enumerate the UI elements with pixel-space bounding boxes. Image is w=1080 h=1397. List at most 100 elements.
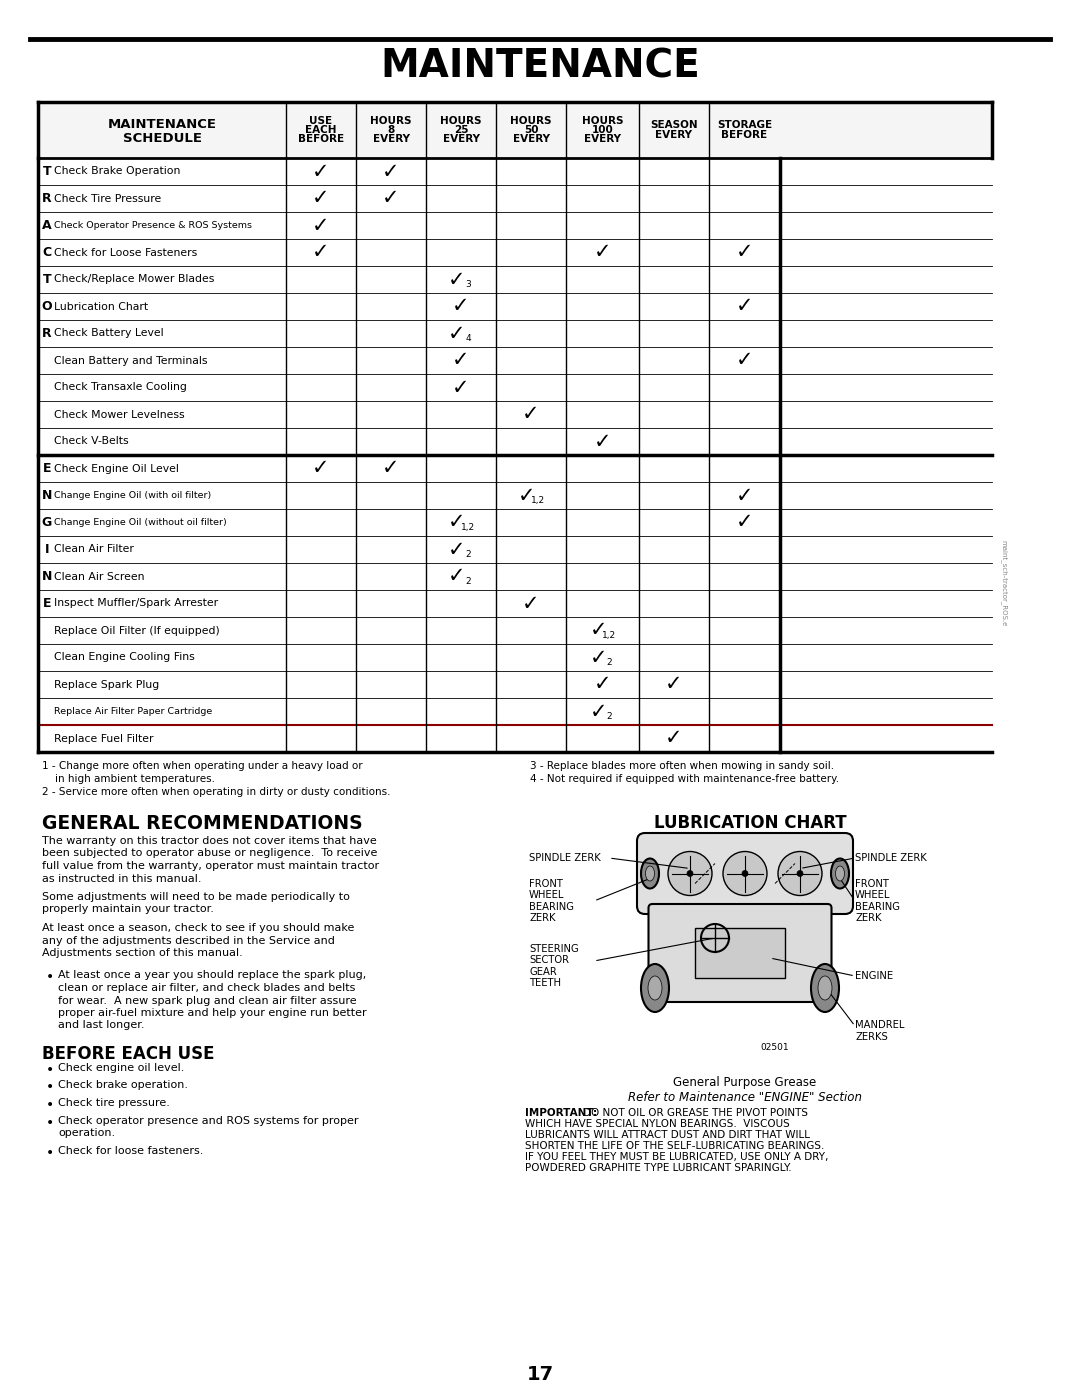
Text: SPINDLE ZERK: SPINDLE ZERK	[529, 854, 600, 863]
Text: A: A	[42, 219, 52, 232]
Text: 8: 8	[388, 124, 394, 136]
Text: maint_sch-tractor_ROS.e: maint_sch-tractor_ROS.e	[1000, 541, 1007, 627]
Ellipse shape	[811, 964, 839, 1011]
Text: O: O	[42, 300, 52, 313]
Text: MAINTENANCE: MAINTENANCE	[108, 117, 216, 130]
Circle shape	[669, 852, 712, 895]
Text: C: C	[42, 246, 52, 258]
Text: G: G	[42, 515, 52, 529]
Text: any of the adjustments described in the Service and: any of the adjustments described in the …	[42, 936, 335, 946]
Circle shape	[687, 870, 693, 876]
Text: E: E	[43, 462, 51, 475]
Text: SEASON: SEASON	[650, 120, 698, 130]
Text: ✓: ✓	[448, 324, 465, 344]
Text: 1,2: 1,2	[531, 496, 545, 504]
Ellipse shape	[642, 859, 659, 888]
Text: ✓: ✓	[453, 296, 470, 317]
Text: ✓: ✓	[448, 513, 465, 532]
Text: ✓: ✓	[312, 162, 329, 182]
Text: been subjected to operator abuse or negligence.  To receive: been subjected to operator abuse or negl…	[42, 848, 377, 859]
Text: ✓: ✓	[312, 458, 329, 479]
Text: ✓: ✓	[453, 351, 470, 370]
Text: Lubrication Chart: Lubrication Chart	[54, 302, 148, 312]
Text: SCHEDULE: SCHEDULE	[122, 131, 202, 144]
Text: Some adjustments will need to be made periodically to: Some adjustments will need to be made pe…	[42, 893, 350, 902]
FancyBboxPatch shape	[648, 904, 832, 1002]
Text: HOURS: HOURS	[582, 116, 623, 126]
Text: ✓: ✓	[590, 620, 607, 640]
Text: 100: 100	[592, 124, 613, 136]
Text: FRONT
WHEEL
BEARING
ZERK: FRONT WHEEL BEARING ZERK	[529, 879, 573, 923]
Text: Check brake operation.: Check brake operation.	[58, 1080, 188, 1091]
Text: SHORTEN THE LIFE OF THE SELF-LUBRICATING BEARINGS.: SHORTEN THE LIFE OF THE SELF-LUBRICATING…	[525, 1141, 824, 1151]
Text: BEFORE: BEFORE	[721, 130, 768, 140]
Text: HOURS: HOURS	[510, 116, 552, 126]
Text: EVERY: EVERY	[513, 134, 550, 144]
Text: EVERY: EVERY	[656, 130, 692, 140]
Text: Check Brake Operation: Check Brake Operation	[54, 166, 180, 176]
Text: Change Engine Oil (without oil filter): Change Engine Oil (without oil filter)	[54, 518, 227, 527]
Text: •: •	[46, 971, 54, 985]
Text: ✓: ✓	[735, 296, 753, 317]
Text: ✓: ✓	[448, 567, 465, 587]
Text: ✓: ✓	[382, 189, 400, 208]
Text: BEFORE: BEFORE	[298, 134, 345, 144]
Text: At least once a season, check to see if you should make: At least once a season, check to see if …	[42, 923, 354, 933]
Text: Replace Spark Plug: Replace Spark Plug	[54, 679, 159, 690]
Text: WHICH HAVE SPECIAL NYLON BEARINGS.  VISCOUS: WHICH HAVE SPECIAL NYLON BEARINGS. VISCO…	[525, 1119, 789, 1129]
Text: ✓: ✓	[523, 405, 540, 425]
Text: 02501: 02501	[760, 1044, 789, 1052]
Text: ✓: ✓	[590, 647, 607, 668]
Text: 3 - Replace blades more often when mowing in sandy soil.: 3 - Replace blades more often when mowin…	[530, 761, 834, 771]
Text: clean or replace air filter, and check blades and belts: clean or replace air filter, and check b…	[58, 983, 355, 993]
Text: DO NOT OIL OR GREASE THE PIVOT POINTS: DO NOT OIL OR GREASE THE PIVOT POINTS	[583, 1108, 808, 1118]
Text: MAINTENANCE: MAINTENANCE	[380, 47, 700, 87]
Text: Replace Fuel Filter: Replace Fuel Filter	[54, 733, 153, 743]
Text: R: R	[42, 191, 52, 205]
Text: ✓: ✓	[735, 351, 753, 370]
Text: 2: 2	[607, 658, 612, 666]
Text: Check tire pressure.: Check tire pressure.	[58, 1098, 170, 1108]
Text: Check Mower Levelness: Check Mower Levelness	[54, 409, 185, 419]
Text: Replace Oil Filter (If equipped): Replace Oil Filter (If equipped)	[54, 626, 219, 636]
Text: ✓: ✓	[448, 539, 465, 560]
Text: ✓: ✓	[518, 486, 536, 506]
Text: proper air-fuel mixture and help your engine run better: proper air-fuel mixture and help your en…	[58, 1009, 366, 1018]
Circle shape	[723, 852, 767, 895]
Text: EVERY: EVERY	[373, 134, 409, 144]
Text: STEERING
SECTOR
GEAR
TEETH: STEERING SECTOR GEAR TEETH	[529, 943, 579, 989]
Text: ✓: ✓	[665, 728, 683, 749]
Text: Check/Replace Mower Blades: Check/Replace Mower Blades	[54, 274, 214, 285]
Text: T: T	[43, 165, 52, 177]
Text: Clean Engine Cooling Fins: Clean Engine Cooling Fins	[54, 652, 194, 662]
Text: 2 - Service more often when operating in dirty or dusty conditions.: 2 - Service more often when operating in…	[42, 787, 391, 798]
Text: •: •	[46, 1080, 54, 1094]
Text: EACH: EACH	[306, 124, 337, 136]
Text: POWDERED GRAPHITE TYPE LUBRICANT SPARINGLY.: POWDERED GRAPHITE TYPE LUBRICANT SPARING…	[525, 1162, 792, 1173]
Text: 4 - Not required if equipped with maintenance-free battery.: 4 - Not required if equipped with mainte…	[530, 774, 839, 784]
Text: ✓: ✓	[312, 243, 329, 263]
Text: ✓: ✓	[594, 432, 611, 451]
Text: and last longer.: and last longer.	[58, 1020, 145, 1031]
Ellipse shape	[648, 977, 662, 1000]
Text: 2: 2	[607, 712, 612, 721]
Text: ✓: ✓	[382, 162, 400, 182]
Text: •: •	[46, 1115, 54, 1130]
Text: ✓: ✓	[735, 513, 753, 532]
Text: N: N	[42, 489, 52, 502]
Text: ✓: ✓	[735, 243, 753, 263]
Text: 2: 2	[465, 577, 471, 585]
Bar	[38, 102, 993, 158]
Text: 3: 3	[465, 279, 471, 289]
Circle shape	[742, 870, 748, 876]
Text: LUBRICATION CHART: LUBRICATION CHART	[653, 814, 847, 833]
Text: 2: 2	[465, 550, 471, 559]
Text: HOURS: HOURS	[370, 116, 411, 126]
Text: 1,2: 1,2	[461, 522, 475, 532]
Text: GENERAL RECOMMENDATIONS: GENERAL RECOMMENDATIONS	[42, 814, 363, 833]
Text: Clean Air Filter: Clean Air Filter	[54, 545, 134, 555]
Text: ✓: ✓	[665, 675, 683, 694]
Text: R: R	[42, 327, 52, 339]
Text: MANDREL
ZERKS: MANDREL ZERKS	[855, 1020, 904, 1042]
Text: I: I	[44, 543, 50, 556]
